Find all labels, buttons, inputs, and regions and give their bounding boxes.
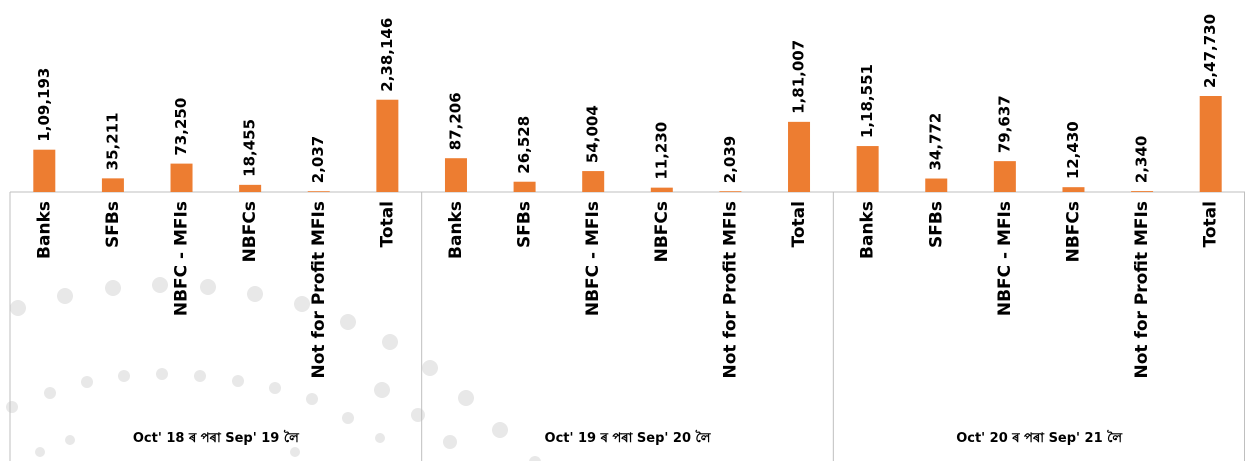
value-label: 11,230 — [652, 122, 670, 180]
category-label: NBFC - MFIs — [172, 201, 192, 316]
bar — [1131, 191, 1154, 192]
category-label: Not for Profit MFIs — [720, 201, 740, 378]
background-dots — [6, 277, 541, 461]
category-label: SFBs — [926, 201, 946, 248]
value-label: 34,772 — [927, 113, 945, 171]
category-label: SFBs — [515, 201, 535, 248]
value-label: 73,250 — [172, 98, 190, 156]
bar — [376, 99, 399, 192]
bar — [170, 163, 193, 192]
bar — [650, 187, 673, 192]
value-label: 2,47,730 — [1201, 14, 1219, 88]
bar — [33, 149, 56, 192]
value-label: 35,211 — [103, 112, 121, 170]
value-label: 2,38,146 — [378, 18, 396, 92]
category-label: Not for Profit MFIs — [1132, 201, 1152, 378]
value-label: 79,637 — [995, 95, 1013, 153]
category-label: NBFC - MFIs — [583, 201, 603, 316]
category-label: NBFC - MFIs — [995, 201, 1015, 316]
category-label: Total — [377, 201, 397, 247]
category-label: Banks — [34, 201, 54, 259]
category-label: Banks — [446, 201, 466, 259]
bar — [582, 171, 605, 192]
value-label: 54,004 — [584, 105, 602, 163]
value-label: 1,81,007 — [790, 40, 808, 114]
bar — [307, 191, 330, 192]
bar — [925, 178, 948, 192]
value-label: 2,039 — [721, 136, 739, 183]
bar — [101, 178, 124, 192]
category-label: Banks — [858, 201, 878, 259]
group-label: Oct' 19 ৰ পৰা Sep' 20 লৈ — [545, 429, 712, 446]
value-label: 1,09,193 — [35, 68, 53, 142]
value-label: 87,206 — [446, 92, 464, 150]
group-label: Oct' 20 ৰ পৰা Sep' 21 লৈ — [956, 429, 1123, 446]
value-label: 2,340 — [1133, 136, 1151, 183]
category-label: NBFCs — [1063, 201, 1083, 262]
bar — [444, 158, 467, 192]
bar — [788, 121, 811, 192]
value-label: 2,037 — [309, 136, 327, 183]
bar — [993, 161, 1016, 192]
category-label: Total — [789, 201, 809, 247]
bar — [1062, 187, 1085, 192]
value-label: 12,430 — [1064, 121, 1082, 179]
bar — [856, 146, 879, 192]
bar — [1199, 96, 1222, 192]
value-label: 18,455 — [241, 119, 259, 177]
category-label: NBFCs — [240, 201, 260, 262]
value-label: 1,18,551 — [858, 64, 876, 138]
category-label: SFBs — [103, 201, 123, 248]
group-label: Oct' 18 ৰ পৰা Sep' 19 লৈ — [133, 429, 300, 446]
category-label: NBFCs — [652, 201, 672, 262]
category-label: Not for Profit MFIs — [309, 201, 329, 378]
bar — [513, 181, 536, 192]
bar — [719, 191, 742, 192]
bar — [239, 184, 262, 192]
value-label: 26,528 — [515, 116, 533, 174]
category-label: Total — [1201, 201, 1221, 247]
